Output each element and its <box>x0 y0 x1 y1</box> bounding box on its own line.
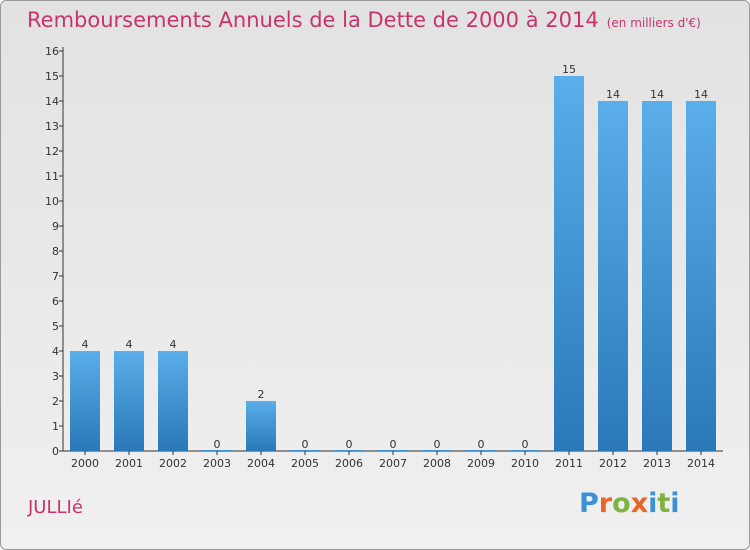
bar-2001[interactable] <box>114 351 144 451</box>
logo-letter: x <box>630 488 649 519</box>
bars <box>70 76 716 451</box>
bar-2002[interactable] <box>158 351 188 451</box>
x-tick-label: 2010 <box>511 457 539 470</box>
logo-letter: i <box>670 488 680 519</box>
x-tick-label: 2005 <box>291 457 319 470</box>
logo-letter: r <box>598 488 613 519</box>
title-unit: (en milliers d'€) <box>606 16 701 30</box>
y-tick-label: 4 <box>52 345 59 358</box>
y-tick-label: 3 <box>52 370 59 383</box>
bar-2013[interactable] <box>642 101 672 451</box>
logo-letter: i <box>648 488 658 519</box>
logo-letter: o <box>612 488 631 519</box>
x-tick-label: 2000 <box>71 457 99 470</box>
data-label-2010: 0 <box>522 438 529 451</box>
title-text: Remboursements Annuels de la Dette de 20… <box>27 8 599 32</box>
data-label-2004: 2 <box>258 388 265 401</box>
data-label-2009: 0 <box>478 438 485 451</box>
x-tick-label: 2007 <box>379 457 407 470</box>
logo-letter: t <box>657 488 671 519</box>
bar-2010[interactable] <box>510 450 540 451</box>
logo-letter: P <box>579 488 599 519</box>
data-label-2006: 0 <box>346 438 353 451</box>
data-label-2012: 14 <box>606 88 620 101</box>
y-tick-label: 11 <box>45 170 59 183</box>
data-label-2001: 4 <box>126 338 133 351</box>
x-tick-label: 2014 <box>687 457 715 470</box>
x-tick-label: 2009 <box>467 457 495 470</box>
y-tick-label: 10 <box>45 195 59 208</box>
y-tick-label: 0 <box>52 445 59 458</box>
y-tick-label: 1 <box>52 420 59 433</box>
data-label-2011: 15 <box>562 63 576 76</box>
y-tick-label: 15 <box>45 70 59 83</box>
y-tick-label: 7 <box>52 270 59 283</box>
bar-2012[interactable] <box>598 101 628 451</box>
data-label-2002: 4 <box>170 338 177 351</box>
data-label-2007: 0 <box>390 438 397 451</box>
x-tick-label: 2004 <box>247 457 275 470</box>
data-label-2000: 4 <box>82 338 89 351</box>
bar-2005[interactable] <box>290 450 320 451</box>
data-label-2005: 0 <box>302 438 309 451</box>
bar-2008[interactable] <box>422 450 452 451</box>
bar-2000[interactable] <box>70 351 100 451</box>
bar-2011[interactable] <box>554 76 584 451</box>
y-tick-label: 16 <box>45 45 59 58</box>
x-tick-label: 2006 <box>335 457 363 470</box>
x-tick-label: 2008 <box>423 457 451 470</box>
x-tick-label: 2002 <box>159 457 187 470</box>
bar-2003[interactable] <box>202 450 232 451</box>
x-tick-label: 2012 <box>599 457 627 470</box>
chart-title: Remboursements Annuels de la Dette de 20… <box>27 8 701 32</box>
bar-2009[interactable] <box>466 450 496 451</box>
commune-name: JULLIé <box>28 497 83 518</box>
bar-2006[interactable] <box>334 450 364 451</box>
x-tick-label: 2013 <box>643 457 671 470</box>
data-labels: 4 4 4 0 2 0 0 0 0 0 0 15 14 14 14 <box>82 63 709 451</box>
data-label-2013: 14 <box>650 88 664 101</box>
y-tick-label: 2 <box>52 395 59 408</box>
y-tick-label: 14 <box>45 95 59 108</box>
y-tick-label: 9 <box>52 220 59 233</box>
y-tick-label: 5 <box>52 320 59 333</box>
data-label-2008: 0 <box>434 438 441 451</box>
bar-2007[interactable] <box>378 450 408 451</box>
bar-2014[interactable] <box>686 101 716 451</box>
data-label-2014: 14 <box>694 88 708 101</box>
x-tick-label: 2011 <box>555 457 583 470</box>
data-label-2003: 0 <box>214 438 221 451</box>
proxiti-logo[interactable]: Proxiti <box>579 488 680 519</box>
x-tick-label: 2001 <box>115 457 143 470</box>
y-tick-label: 6 <box>52 295 59 308</box>
y-tick-label: 13 <box>45 120 59 133</box>
y-tick-label: 12 <box>45 145 59 158</box>
x-tick-label: 2003 <box>203 457 231 470</box>
bar-2004[interactable] <box>246 401 276 451</box>
y-tick-label: 8 <box>52 245 59 258</box>
